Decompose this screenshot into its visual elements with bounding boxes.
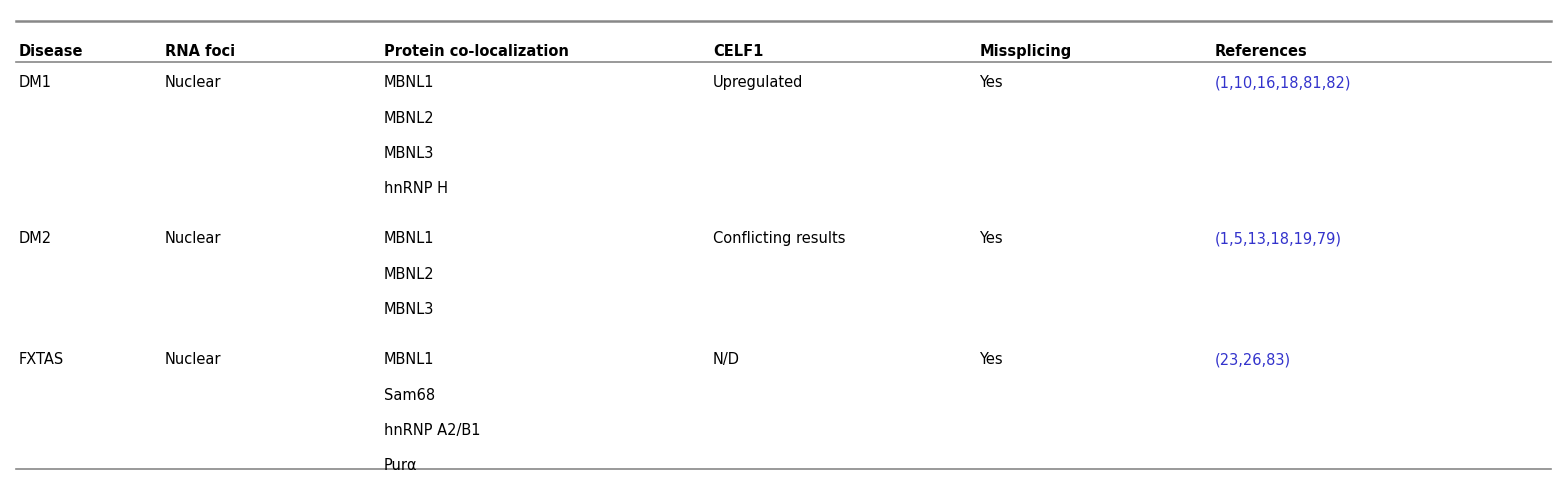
Text: References: References	[1214, 44, 1307, 59]
Text: (23,26,83): (23,26,83)	[1214, 351, 1291, 366]
Text: MBNL3: MBNL3	[384, 146, 434, 161]
Text: Yes: Yes	[979, 231, 1003, 246]
Text: (1,10,16,18,81,82): (1,10,16,18,81,82)	[1214, 75, 1351, 90]
Text: MBNL2: MBNL2	[384, 266, 434, 281]
Text: Conflicting results: Conflicting results	[713, 231, 846, 246]
Text: RNA foci: RNA foci	[165, 44, 235, 59]
Text: Sam68: Sam68	[384, 387, 436, 402]
Text: Disease: Disease	[19, 44, 83, 59]
Text: Nuclear: Nuclear	[165, 75, 221, 90]
Text: FXTAS: FXTAS	[19, 351, 64, 366]
Text: DM1: DM1	[19, 75, 52, 90]
Text: CELF1: CELF1	[713, 44, 763, 59]
Text: MBNL2: MBNL2	[384, 110, 434, 125]
Text: Purα: Purα	[384, 457, 417, 472]
Text: Nuclear: Nuclear	[165, 351, 221, 366]
Text: Upregulated: Upregulated	[713, 75, 804, 90]
Text: Yes: Yes	[979, 75, 1003, 90]
Text: MBNL1: MBNL1	[384, 75, 434, 90]
Text: MBNL1: MBNL1	[384, 351, 434, 366]
Text: hnRNP H: hnRNP H	[384, 181, 448, 196]
Text: MBNL1: MBNL1	[384, 231, 434, 246]
Text: Protein co-localization: Protein co-localization	[384, 44, 569, 59]
Text: hnRNP A2/B1: hnRNP A2/B1	[384, 422, 481, 437]
Text: Missplicing: Missplicing	[979, 44, 1072, 59]
Text: N/D: N/D	[713, 351, 740, 366]
Text: (1,5,13,18,19,79): (1,5,13,18,19,79)	[1214, 231, 1341, 246]
Text: DM2: DM2	[19, 231, 52, 246]
Text: Nuclear: Nuclear	[165, 231, 221, 246]
Text: Yes: Yes	[979, 351, 1003, 366]
Text: MBNL3: MBNL3	[384, 302, 434, 317]
